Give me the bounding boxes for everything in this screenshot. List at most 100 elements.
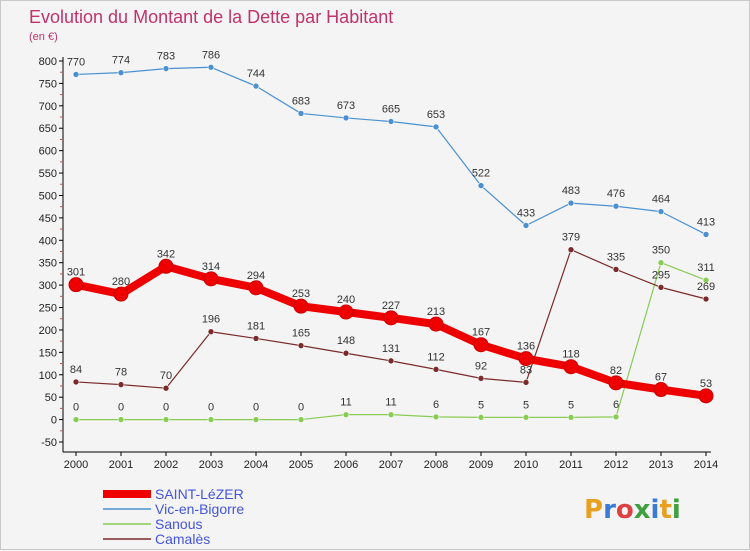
data-point <box>293 298 309 314</box>
data-label: 213 <box>427 306 445 318</box>
data-label: 653 <box>427 109 445 121</box>
data-label: 0 <box>253 402 259 414</box>
data-label: 350 <box>652 245 670 257</box>
legend-label: Vic-en-Bigorre <box>155 501 244 517</box>
data-point <box>612 202 620 210</box>
data-label: 118 <box>562 349 580 361</box>
data-point <box>473 337 489 353</box>
y-tick-label: 750 <box>39 78 57 90</box>
data-point <box>72 378 80 386</box>
x-tick-label: 2000 <box>64 459 88 471</box>
legend-label: Camalès <box>155 531 210 547</box>
data-label: 280 <box>112 276 130 288</box>
y-tick-label: 200 <box>39 325 57 337</box>
data-label: 131 <box>382 343 400 355</box>
data-point <box>117 416 125 423</box>
data-point <box>653 382 669 398</box>
data-label: 786 <box>202 49 220 61</box>
x-tick-label: 2006 <box>334 459 358 471</box>
logo-letter: i <box>672 495 681 525</box>
data-point <box>428 316 444 332</box>
logo-letter: t <box>659 495 671 525</box>
data-label: 774 <box>112 55 130 67</box>
data-point <box>432 366 440 373</box>
data-label: 181 <box>247 320 265 332</box>
x-tick-label: 2010 <box>514 459 538 471</box>
data-label: 6 <box>613 399 619 411</box>
data-point <box>702 231 710 238</box>
data-label: 11 <box>340 397 351 409</box>
data-point <box>563 359 579 375</box>
proxiti-logo: Proxiti <box>584 495 681 525</box>
data-label: 5 <box>568 399 574 411</box>
data-label: 433 <box>517 208 535 220</box>
data-label: 476 <box>607 188 625 200</box>
data-point <box>162 384 170 392</box>
data-point <box>522 414 530 421</box>
y-tick-label: 250 <box>39 303 57 315</box>
data-label: 84 <box>70 364 82 376</box>
data-point <box>162 416 170 423</box>
data-point <box>477 414 485 421</box>
data-label: 314 <box>202 261 220 273</box>
logo-letter: P <box>584 495 603 525</box>
data-label: 78 <box>115 367 127 379</box>
data-label: 6 <box>433 399 439 411</box>
data-label: 783 <box>157 51 175 63</box>
legend-label: Sanous <box>155 516 202 532</box>
y-tick-label: 700 <box>39 101 57 113</box>
y-tick-label: -50 <box>41 437 57 449</box>
data-label: 311 <box>697 262 715 274</box>
data-point <box>248 280 264 296</box>
chart-subtitle: (en €) <box>29 31 58 43</box>
data-label: 673 <box>337 100 355 112</box>
series-2 <box>72 259 710 423</box>
data-point <box>207 63 215 71</box>
data-point <box>113 286 129 302</box>
data-point <box>518 351 534 367</box>
data-point <box>702 276 710 284</box>
x-tick-label: 2013 <box>649 459 673 471</box>
data-label: 136 <box>517 341 535 353</box>
data-label: 301 <box>67 267 85 279</box>
x-tick-label: 2004 <box>244 459 268 471</box>
data-point <box>383 310 399 326</box>
data-point <box>612 266 620 273</box>
y-tick-label: 600 <box>39 146 57 158</box>
data-label: 379 <box>562 232 580 244</box>
data-label: 148 <box>337 335 355 347</box>
data-point <box>338 304 354 320</box>
data-label: 165 <box>292 328 310 340</box>
x-tick-label: 2002 <box>154 459 178 471</box>
data-label: 112 <box>427 351 445 363</box>
x-tick-label: 2012 <box>604 459 628 471</box>
data-label: 67 <box>655 372 667 384</box>
data-point <box>567 199 575 207</box>
data-point <box>297 416 305 423</box>
data-label: 335 <box>607 251 625 263</box>
x-tick-label: 2005 <box>289 459 313 471</box>
y-tick-label: 50 <box>45 392 57 404</box>
data-point <box>387 118 395 125</box>
data-point <box>68 277 84 293</box>
y-tick-label: 800 <box>39 56 57 68</box>
data-point <box>567 246 575 254</box>
data-point <box>608 375 624 391</box>
data-label: 0 <box>73 402 79 414</box>
data-label: 342 <box>157 248 175 260</box>
axes: -500501001502002503003504004505005506006… <box>39 56 719 471</box>
data-label: 5 <box>523 399 529 411</box>
data-point <box>657 208 665 215</box>
data-point <box>432 413 440 421</box>
data-label: 269 <box>697 281 715 293</box>
x-tick-label: 2014 <box>694 459 718 471</box>
y-tick-label: 100 <box>39 370 57 382</box>
data-label: 770 <box>67 56 85 68</box>
data-label: 744 <box>247 68 265 80</box>
data-point <box>698 388 714 404</box>
data-label: 0 <box>298 402 304 414</box>
data-point <box>297 342 305 349</box>
legend-label: SAINT-LéZER <box>155 486 244 502</box>
y-tick-label: 350 <box>39 258 57 270</box>
data-label: 70 <box>160 370 172 382</box>
